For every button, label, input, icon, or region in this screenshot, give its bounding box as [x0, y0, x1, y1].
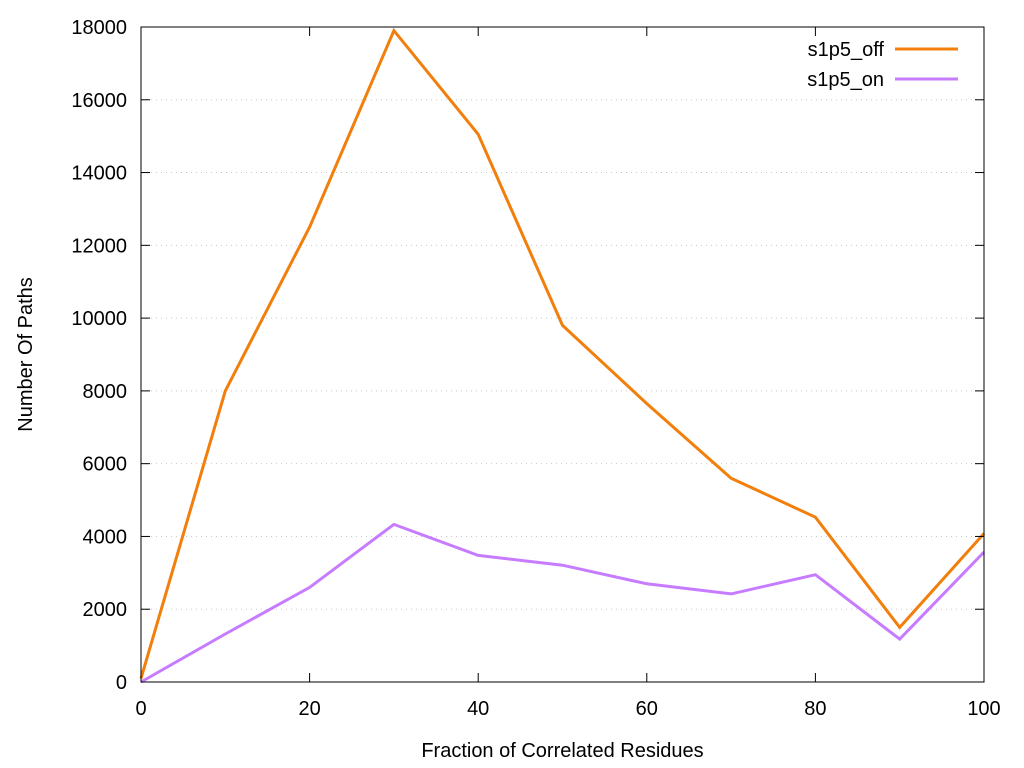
- axis-ticks: [140, 26, 985, 683]
- x-axis-label: Fraction of Correlated Residues: [421, 740, 703, 762]
- legend: s1p5_off s1p5_on: [807, 39, 958, 91]
- series-lines: [139, 27, 986, 684]
- series-line-s1p5-off: [139, 27, 986, 679]
- x-tick-label: 100: [967, 698, 1000, 720]
- x-tick-label: 40: [467, 698, 489, 720]
- tick-labels: 0 2000 4000 6000 8000 10000 12000 14000 16000 180…: [71, 17, 1000, 720]
- legend-label-s1p5-on: s1p5_on: [807, 69, 884, 91]
- plot-frame: [140, 26, 985, 683]
- y-tick-label: 6000: [83, 454, 128, 476]
- x-tick-label: 60: [636, 698, 658, 720]
- y-tick-label: 10000: [71, 308, 127, 330]
- y-axis-label: Number Of Paths: [15, 277, 37, 432]
- y-tick-label: 4000: [83, 526, 128, 548]
- y-tick-label: 0: [116, 672, 127, 694]
- y-tick-label: 18000: [71, 17, 127, 39]
- y-tick-label: 8000: [83, 381, 128, 403]
- y-tick-label: 2000: [83, 599, 128, 621]
- x-tick-label: 80: [804, 698, 826, 720]
- x-tick-label: 20: [298, 698, 320, 720]
- series-line-s1p5-on: [140, 522, 986, 684]
- legend-label-s1p5-off: s1p5_off: [808, 39, 885, 61]
- y-tick-label: 14000: [71, 163, 127, 185]
- x-tick-label: 0: [135, 698, 146, 720]
- y-tick-label: 16000: [71, 90, 127, 112]
- y-tick-label: 12000: [71, 235, 127, 257]
- grid-lines: [141, 99, 984, 610]
